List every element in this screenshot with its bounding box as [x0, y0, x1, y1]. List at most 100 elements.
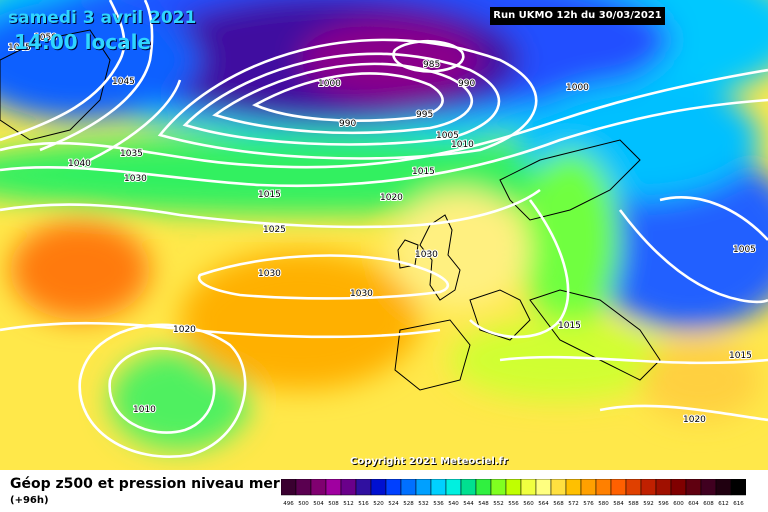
isobar-label: 1025	[263, 225, 286, 235]
scale-swatch	[670, 479, 687, 496]
isobar-label: 1020	[380, 193, 403, 203]
scale-label: 552	[493, 501, 504, 507]
scale-swatch	[625, 479, 642, 496]
isobar-label: 1015	[729, 351, 752, 361]
isobar-label: 1020	[683, 415, 706, 425]
legend-title: Géop z500 et pression niveau mer	[10, 476, 280, 492]
isobar-label: 990	[458, 79, 475, 89]
isobar-label: 1045	[8, 43, 31, 53]
scale-label: 540	[448, 501, 459, 507]
scale-label: 576	[583, 501, 594, 507]
scale-swatch	[355, 479, 372, 496]
scale-label: 520	[373, 501, 384, 507]
isobar-label: 995	[416, 110, 433, 120]
isobar-label: 985	[423, 60, 440, 70]
scale-label: 500	[298, 501, 309, 507]
isobar-label: 1005	[436, 131, 459, 141]
scale-swatch	[400, 479, 417, 496]
scale-swatch	[490, 479, 507, 496]
scale-swatch	[640, 479, 657, 496]
isobar-label: 1020	[173, 325, 196, 335]
scale-label: 600	[673, 501, 684, 507]
scale-swatch	[460, 479, 477, 496]
isobar-label: 1000	[566, 83, 589, 93]
scale-swatch	[535, 479, 552, 496]
scale-swatch	[730, 479, 746, 496]
isobar-label: 1030	[258, 269, 281, 279]
scale-label: 524	[388, 501, 399, 507]
scale-label: 544	[463, 501, 474, 507]
scale-swatch	[580, 479, 597, 496]
isobar-label: 1050	[34, 33, 57, 43]
scale-swatch	[715, 479, 732, 496]
scale-swatch	[385, 479, 402, 496]
scale-swatch	[520, 479, 537, 496]
scale-label: 532	[418, 501, 429, 507]
scale-swatch	[310, 479, 327, 496]
isobar-label: 1030	[415, 250, 438, 260]
isobar-label: 1015	[558, 321, 581, 331]
isobar-label: 1030	[350, 289, 373, 299]
scale-label: 612	[718, 501, 729, 507]
scale-swatch	[505, 479, 522, 496]
scale-swatch	[685, 479, 702, 496]
scale-label: 556	[508, 501, 519, 507]
scale-label: 528	[403, 501, 414, 507]
scale-label: 512	[343, 501, 354, 507]
scale-label: 616	[733, 501, 744, 507]
scale-swatch	[565, 479, 582, 496]
isobar-label: 1010	[133, 405, 156, 415]
forecast-time: 14:00 locale	[14, 30, 151, 54]
isobar-label: 1045	[112, 77, 135, 87]
scale-swatch	[295, 479, 312, 496]
legend-subtitle: (+96h)	[10, 495, 49, 506]
scale-label: 568	[553, 501, 564, 507]
scale-label: 604	[688, 501, 699, 507]
geopotential-field	[0, 0, 768, 470]
isobar-label: 1015	[412, 167, 435, 177]
scale-swatch	[475, 479, 492, 496]
forecast-date: samedi 3 avril 2021	[8, 8, 197, 28]
scale-swatch	[550, 479, 567, 496]
scale-swatch	[415, 479, 432, 496]
isobar-label: 1005	[733, 245, 756, 255]
scale-label: 536	[433, 501, 444, 507]
scale-swatch	[325, 479, 342, 496]
weather-map: 1045 1050 1045 1040 1035 1030 1000 985 9…	[0, 0, 768, 470]
scale-label: 508	[328, 501, 339, 507]
scale-label: 516	[358, 501, 369, 507]
scale-label: 608	[703, 501, 714, 507]
scale-label: 548	[478, 501, 489, 507]
scale-label: 592	[643, 501, 654, 507]
scale-label: 564	[538, 501, 549, 507]
copyright: Copyright 2021 Meteociel.fr	[350, 456, 508, 467]
isobar-label: 1035	[120, 149, 143, 159]
scale-swatch	[445, 479, 462, 496]
scale-swatch	[610, 479, 627, 496]
scale-swatch	[430, 479, 447, 496]
scale-label: 584	[613, 501, 624, 507]
scale-label: 588	[628, 501, 639, 507]
scale-label: 504	[313, 501, 324, 507]
isobars	[0, 0, 768, 458]
scale-label: 596	[658, 501, 669, 507]
scale-swatch	[340, 479, 357, 496]
isobar-label: 1040	[68, 159, 91, 169]
scale-swatch	[370, 479, 387, 496]
scale-swatch	[595, 479, 612, 496]
isobar-labels: 1045 1050 1045 1040 1035 1030 1000 985 9…	[7, 32, 757, 426]
run-info: Run UKMO 12h du 30/03/2021	[490, 7, 665, 25]
scale-swatch	[655, 479, 672, 496]
isobar-label: 1030	[124, 174, 147, 184]
scale-label: 572	[568, 501, 579, 507]
scale-label: 580	[598, 501, 609, 507]
isobar-label: 1015	[258, 190, 281, 200]
isobar-label: 1010	[451, 140, 474, 150]
scale-swatch	[281, 479, 297, 496]
scale-label: 496	[283, 501, 294, 507]
coastlines	[0, 29, 661, 391]
isobar-label: 990	[339, 119, 356, 129]
scale-swatch	[700, 479, 717, 496]
color-scale: 496 500 504 508 512 516 520 524 528 532 536 540 544 5…	[281, 479, 746, 507]
